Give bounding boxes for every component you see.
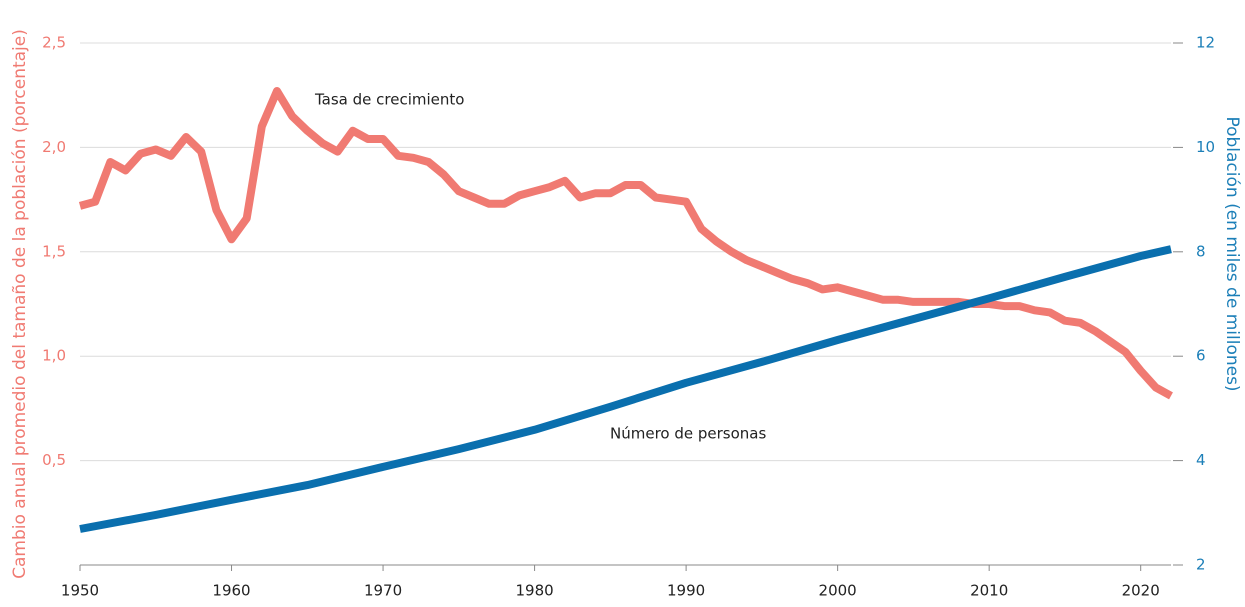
y2-axis-label: Población (en miles de millones) — [1222, 116, 1242, 391]
y2-tick-label: 10 — [1196, 138, 1215, 156]
y2-tick-label: 2 — [1196, 556, 1206, 574]
y2-tick-label: 12 — [1196, 34, 1215, 52]
series-line — [79, 245, 1172, 533]
y2-tick-label: 4 — [1196, 451, 1206, 469]
y-tick-label: 2,0 — [42, 138, 66, 156]
y-tick-label: 1,0 — [42, 347, 66, 365]
y2-tick-label: 6 — [1196, 347, 1206, 365]
y-tick-label: 1,5 — [42, 242, 66, 260]
series-line — [78, 87, 1173, 400]
x-tick-label: 1990 — [667, 582, 705, 600]
y-tick-label: 2,5 — [42, 34, 66, 52]
x-tick-label: 2010 — [970, 582, 1008, 600]
y-tick-label: 0,5 — [42, 451, 66, 469]
x-tick-label: 1970 — [364, 582, 402, 600]
annotation: Tasa de crecimiento — [314, 91, 464, 109]
y2-tick-label: 8 — [1196, 242, 1206, 260]
annotation: Número de personas — [610, 425, 766, 443]
x-tick-label: 2000 — [819, 582, 857, 600]
x-tick-label: 1980 — [515, 582, 553, 600]
x-tick-label: 1960 — [212, 582, 250, 600]
y-axis-label: Cambio anual promedio del tamaño de la p… — [10, 29, 30, 579]
x-tick-label: 2020 — [1122, 582, 1160, 600]
x-tick-label: 1950 — [61, 582, 99, 600]
